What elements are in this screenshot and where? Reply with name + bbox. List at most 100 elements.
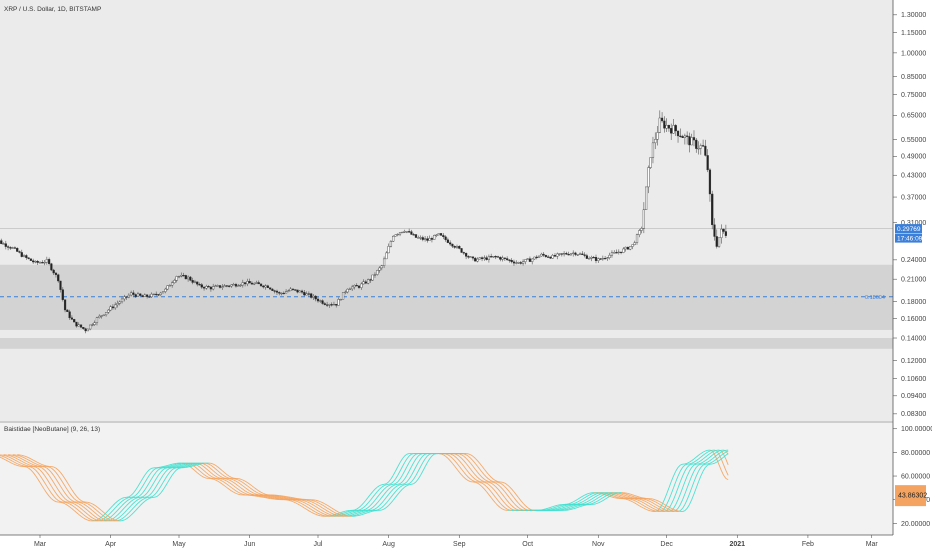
oscillator-segment (495, 482, 499, 486)
oscillator-segment (652, 507, 656, 510)
oscillator-segment (358, 508, 362, 511)
candle-body (531, 258, 534, 262)
oscillator-segment (51, 478, 55, 483)
oscillator-segment (470, 457, 474, 461)
price-axis[interactable]: 1.300001.150001.000000.850000.750000.650… (892, 0, 932, 550)
oscillator-segment (689, 475, 693, 482)
candlestick-series (0, 110, 727, 334)
oscillator-segment (395, 494, 399, 498)
oscillator-segment (705, 461, 708, 464)
oscillator-segment (374, 497, 378, 501)
oscillator-segment (60, 478, 64, 483)
oscillator-segment (361, 513, 364, 516)
oscillator-segment (370, 491, 374, 495)
oscillator-segment (632, 495, 635, 498)
candle-body (282, 292, 285, 295)
oscillator-segment (80, 502, 84, 505)
oscillator-segment (506, 494, 510, 498)
oscillator-segment (488, 478, 492, 482)
oscillator-segment (39, 463, 43, 466)
oscillator-segment (130, 499, 134, 502)
oscillator-segment (87, 506, 91, 509)
price-pane[interactable]: 0.18604 XRP / U.S. Dollar, 1D, BITSTAMP (0, 0, 893, 421)
oscillator-segment (365, 507, 369, 510)
candle-body (569, 253, 573, 256)
oscillator-segment (670, 487, 674, 495)
candle-body (27, 257, 30, 259)
oscillator-segment (488, 474, 492, 478)
oscillator-segment (313, 510, 316, 513)
candle-body (439, 233, 443, 236)
oscillator-segment (666, 487, 670, 495)
oscillator-segment (146, 469, 150, 473)
oscillator-segment (691, 470, 695, 477)
oscillator-segment (342, 512, 346, 514)
oscillator-segment (114, 500, 118, 504)
oscillator-segment (598, 498, 601, 501)
candle-body (353, 285, 356, 288)
oscillator-segment (513, 502, 517, 506)
oscillator-segment (684, 499, 688, 505)
candle-body (533, 256, 536, 260)
oscillator-segment (224, 479, 228, 482)
candle-body (218, 285, 222, 288)
oscillator-segment (702, 463, 706, 466)
oscillator-segment (219, 468, 223, 472)
oscillator-segment (199, 466, 203, 470)
oscillator-segment (228, 488, 232, 492)
oscillator-segment (488, 494, 492, 498)
oscillator-segment (28, 467, 32, 471)
oscillator-segment (504, 502, 508, 506)
oscillator-segment (171, 467, 175, 471)
price-tick-label: 0.37000 (901, 194, 926, 201)
oscillator-segment (322, 504, 326, 507)
candle-body (196, 281, 199, 285)
oscillator-segment (698, 462, 701, 465)
oscillator-segment (383, 486, 387, 490)
oscillator-segment (242, 479, 246, 482)
oscillator-segment (76, 512, 80, 515)
oscillator-segment (215, 478, 218, 480)
oscillator-segment (105, 517, 109, 520)
oscillator-segment (80, 515, 84, 519)
oscillator-segment (301, 503, 305, 506)
candle-body (674, 125, 677, 132)
oscillator-segment (470, 468, 474, 473)
candle-body (216, 285, 219, 287)
support-zone-0 (0, 264, 893, 330)
oscillator-segment (313, 500, 316, 503)
oscillator-segment (363, 508, 367, 511)
oscillator-segment (372, 488, 376, 492)
oscillator-segment (181, 464, 184, 466)
oscillator-segment (572, 500, 576, 503)
candle-body (535, 256, 538, 259)
oscillator-segment (98, 515, 102, 519)
oscillator-segment (497, 481, 501, 484)
oscillator-pane[interactable]: Baistidae [NeoButane] (9, 26, 13) (0, 423, 893, 535)
oscillator-segment (406, 453, 410, 455)
oscillator-segment (194, 470, 198, 474)
oscillator-segment (17, 460, 20, 463)
oscillator-segment (105, 519, 109, 522)
candle-body (558, 253, 561, 255)
oscillator-segment (249, 487, 253, 490)
oscillator-segment (21, 465, 25, 467)
oscillator-segment (367, 511, 371, 513)
oscillator-segment (725, 453, 729, 456)
oscillator-segment (310, 503, 314, 506)
oscillator-segment (71, 504, 75, 508)
oscillator-segment (80, 512, 84, 515)
oscillator-segment (655, 508, 658, 511)
oscillator-segment (465, 463, 469, 467)
candle-body (100, 315, 103, 317)
oscillator-segment (399, 475, 403, 480)
time-axis[interactable]: Mar Apr May Jun Jul Aug Sep Oct Nov Dec 2021 Feb Mar (0, 534, 932, 550)
oscillator-segment (162, 467, 166, 471)
candle-body (45, 259, 48, 263)
oscillator-segment (142, 474, 146, 479)
oscillator-segment (19, 462, 22, 465)
oscillator-segment (502, 505, 506, 508)
oscillator-segment (17, 465, 20, 467)
oscillator-segment (700, 470, 704, 477)
